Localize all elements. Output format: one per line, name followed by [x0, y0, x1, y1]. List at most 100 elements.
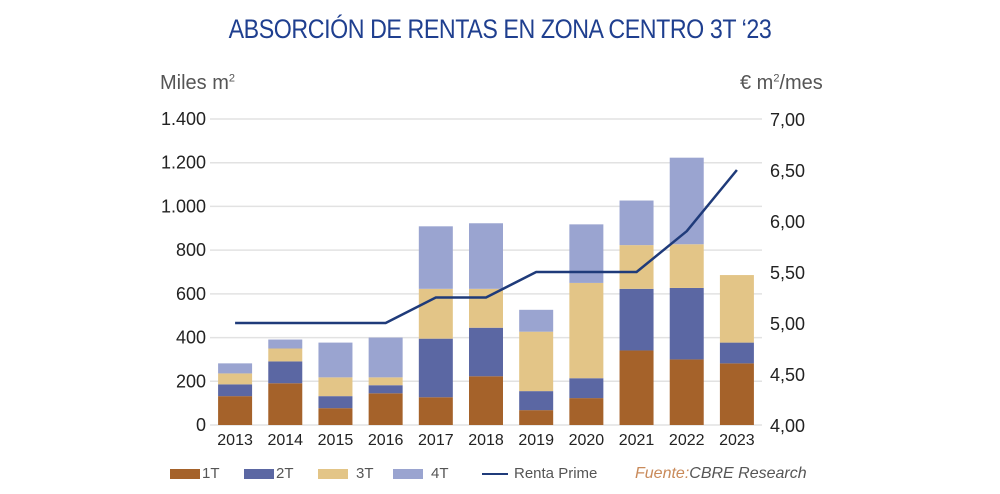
right-unit-post: /mes: [779, 72, 823, 94]
y-tick-label: 200: [176, 371, 206, 391]
source-text: CBRE Research: [689, 465, 807, 482]
bar-2t-2014: [268, 361, 303, 384]
bar-3t-2021: [619, 245, 654, 289]
x-tick-label: 2017: [418, 432, 454, 449]
left-unit-base: Miles m: [160, 72, 229, 94]
bar-3t-2016: [368, 377, 403, 386]
right-axis-unit: € m2/mes: [740, 72, 823, 95]
renta-prime-line: [235, 169, 738, 325]
x-tick-label: 2022: [669, 432, 705, 449]
bar-4t-2013: [218, 363, 253, 374]
bar-2t-2019: [519, 391, 554, 411]
legend-label-1t: 1T: [202, 465, 220, 482]
legend-swatch-2t: [244, 468, 274, 479]
x-tick-label: 2014: [267, 432, 303, 449]
legend-item-renta-prime: Renta Prime: [482, 465, 597, 482]
y2-tick-label: 7,00: [770, 110, 805, 130]
y2-tick-label: 5,00: [770, 314, 805, 334]
left-axis-ticks: 0 200 400 600 800 1.000 1.200 1.400: [161, 109, 206, 435]
x-tick-label: 2019: [518, 432, 554, 449]
legend-swatch-4t: [393, 468, 423, 479]
x-tick-label: 2016: [368, 432, 404, 449]
bar-4t-2020: [569, 224, 604, 283]
left-unit-sup: 2: [228, 72, 236, 85]
y2-tick-label: 5,50: [770, 263, 805, 283]
bar-2t-2021: [619, 288, 654, 351]
x-axis-ticks: 2013 2014 2015 2016 2017 2018 2019 2020 2021 2022…: [217, 432, 755, 449]
bars: [218, 157, 754, 425]
bar-3t-2019: [519, 331, 554, 392]
bar-1t-2022: [669, 359, 704, 425]
bar-1t-2016: [368, 393, 403, 425]
legend-item-3t: 3T: [318, 465, 374, 482]
bar-2t-2015: [318, 396, 353, 409]
source-note: Fuente:CBRE Research: [635, 465, 807, 483]
x-tick-label: 2013: [217, 432, 253, 449]
bar-3t-2023: [719, 275, 754, 343]
x-tick-label: 2020: [569, 432, 605, 449]
renta-prime-line-group: [235, 169, 738, 325]
bar-2t-2023: [719, 342, 754, 364]
right-axis-ticks: 4,00 4,50 5,00 5,50 6,00 6,50 7,00: [770, 110, 805, 436]
bar-4t-2021: [619, 200, 654, 246]
legend: 1T 2T 3T 4T Renta Prime Fuente:CBRE Rese…: [0, 465, 1000, 489]
x-tick-label: 2015: [318, 432, 354, 449]
y-tick-label: 1.000: [161, 196, 206, 216]
y-tick-label: 400: [176, 328, 206, 348]
chart-title: ABSORCIÓN DE RENTAS EN ZONA CENTRO 3T ‘2…: [228, 14, 772, 44]
y2-tick-label: 4,00: [770, 416, 805, 436]
bar-4t-2019: [519, 309, 554, 332]
bar-1t-2014: [268, 383, 303, 425]
bar-1t-2015: [318, 408, 353, 425]
bar-2t-2016: [368, 385, 403, 394]
y2-tick-label: 6,00: [770, 212, 805, 232]
legend-label-renta-prime: Renta Prime: [514, 465, 598, 482]
x-tick-label: 2021: [619, 432, 655, 449]
y-tick-label: 1.400: [161, 109, 206, 129]
bar-3t-2015: [318, 377, 353, 397]
x-tick-label: 2023: [719, 432, 755, 449]
y2-tick-label: 4,50: [770, 365, 805, 385]
bar-1t-2013: [218, 396, 253, 425]
bar-4t-2017: [418, 226, 453, 289]
bar-4t-2018: [469, 223, 503, 289]
bar-2t-2013: [218, 384, 253, 397]
bar-4t-2014: [268, 339, 303, 349]
bar-1t-2020: [569, 398, 604, 425]
y-tick-label: 1.200: [161, 153, 206, 173]
bar-2t-2018: [469, 327, 503, 377]
legend-item-2t: 2T: [244, 465, 294, 482]
bar-3t-2022: [669, 244, 704, 288]
legend-swatch-3t: [318, 468, 348, 479]
x-tick-label: 2018: [468, 432, 504, 449]
bar-2t-2020: [569, 378, 604, 399]
bar-1t-2023: [719, 363, 754, 425]
bar-3t-2014: [268, 348, 303, 362]
legend-item-1t: 1T: [170, 465, 220, 482]
legend-line-swatch: [482, 472, 508, 475]
bar-3t-2018: [469, 288, 503, 328]
bar-3t-2020: [569, 282, 604, 379]
right-unit-pre: € m: [740, 72, 774, 94]
bar-4t-2015: [318, 342, 353, 378]
bar-1t-2021: [619, 350, 654, 425]
right-unit-sup: 2: [773, 72, 780, 85]
y-tick-label: 600: [176, 284, 206, 304]
bar-1t-2019: [519, 410, 554, 425]
legend-item-4t: 4T: [393, 465, 449, 482]
legend-label-4t: 4T: [431, 465, 449, 482]
bar-3t-2013: [218, 373, 253, 385]
bar-1t-2017: [418, 397, 453, 425]
bar-1t-2018: [469, 376, 503, 425]
bar-4t-2016: [368, 337, 403, 378]
bar-2t-2022: [669, 287, 704, 360]
y2-tick-label: 6,50: [770, 161, 805, 181]
legend-swatch-1t: [170, 468, 200, 479]
legend-label-2t: 2T: [276, 465, 294, 482]
source-label: Fuente:: [635, 465, 690, 482]
bar-2t-2017: [418, 338, 453, 398]
left-axis-unit: Miles m2: [160, 72, 235, 95]
y-tick-label: 0: [196, 415, 206, 435]
y-tick-label: 800: [176, 240, 206, 260]
